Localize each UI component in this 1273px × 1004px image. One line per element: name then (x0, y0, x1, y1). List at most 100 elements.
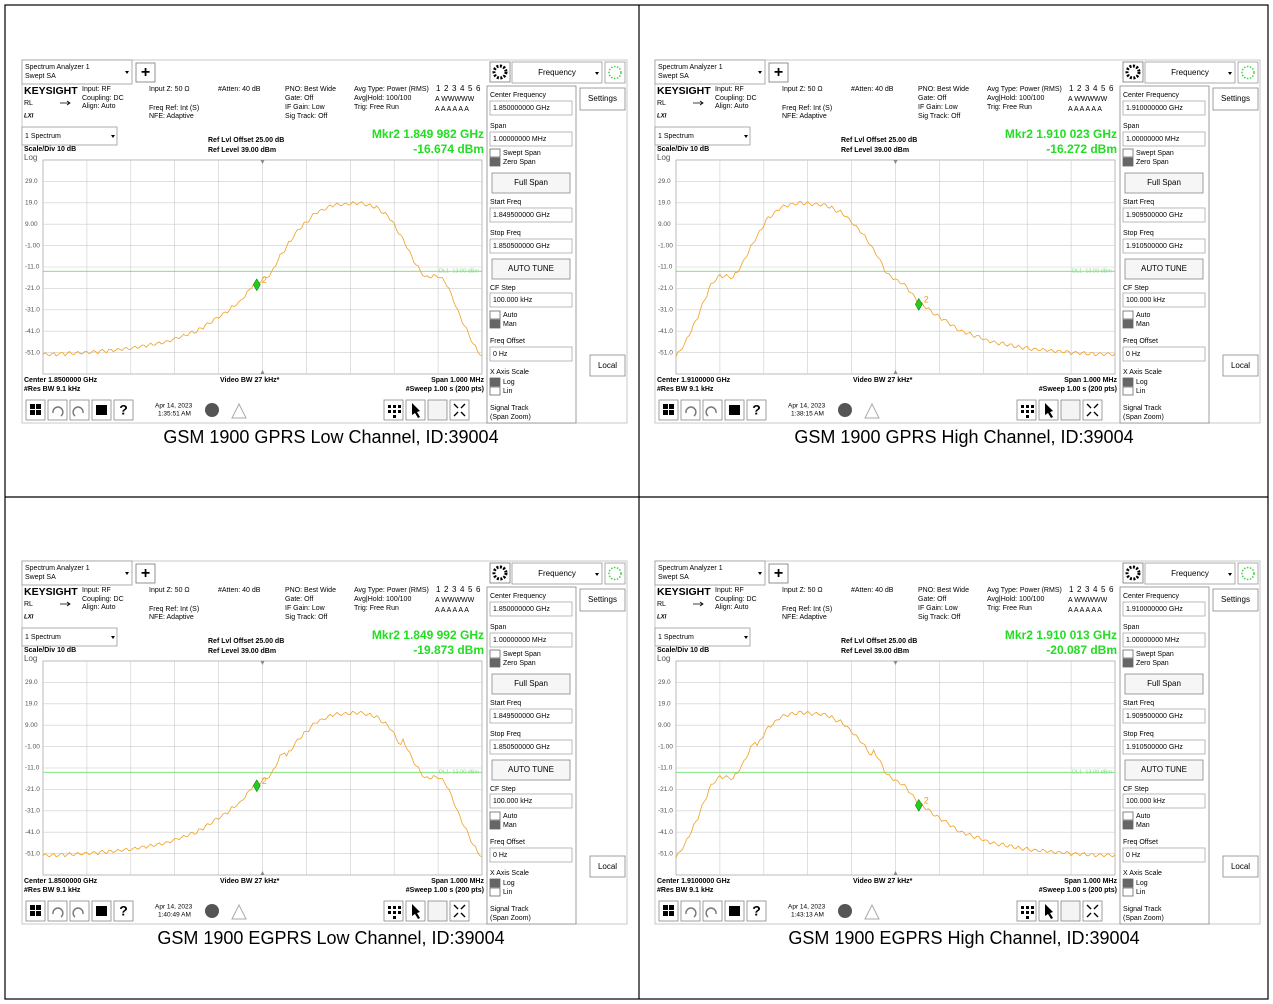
toolbar-button[interactable] (47, 399, 68, 421)
value-box[interactable] (1122, 131, 1206, 147)
toolbar-button[interactable] (25, 399, 46, 421)
value-box[interactable] (1122, 847, 1206, 863)
settings-button[interactable] (579, 87, 626, 111)
softkey-button[interactable] (491, 258, 571, 280)
value-box[interactable] (489, 847, 573, 863)
radio-box[interactable] (489, 649, 501, 659)
toolbar-button[interactable] (658, 900, 679, 922)
radio-box[interactable] (1122, 310, 1134, 320)
value-box[interactable] (1122, 708, 1206, 724)
toolbar-button[interactable] (25, 900, 46, 922)
window-select[interactable] (21, 126, 118, 146)
value-box[interactable] (489, 346, 573, 362)
softkey-button[interactable] (1124, 258, 1204, 280)
settings-button[interactable] (1212, 87, 1259, 111)
toolbar-button[interactable] (449, 900, 470, 922)
toolbar-button[interactable] (1060, 900, 1081, 922)
value-box[interactable] (1122, 238, 1206, 254)
toolbar-button[interactable] (47, 900, 68, 922)
toolbar-button[interactable] (680, 900, 701, 922)
toolbar-button[interactable] (1082, 900, 1103, 922)
app-tab[interactable] (21, 560, 133, 586)
window-select[interactable] (654, 126, 751, 146)
radio-box[interactable] (489, 820, 501, 830)
settings-button[interactable] (1212, 588, 1259, 612)
softkey-button[interactable] (491, 172, 571, 194)
radio-box[interactable] (489, 887, 501, 897)
radio-box[interactable] (1122, 649, 1134, 659)
value-box[interactable] (489, 207, 573, 223)
menu-select[interactable] (511, 61, 603, 84)
value-box[interactable] (489, 238, 573, 254)
radio-box[interactable] (1122, 658, 1134, 668)
app-tab[interactable] (654, 59, 766, 85)
toolbar-button[interactable] (427, 900, 448, 922)
window-select[interactable] (21, 627, 118, 647)
radio-box[interactable] (489, 386, 501, 396)
add-button[interactable] (768, 62, 789, 83)
radio-box[interactable] (1122, 319, 1134, 329)
radio-box[interactable] (1122, 887, 1134, 897)
radio-box[interactable] (489, 319, 501, 329)
value-box[interactable] (489, 793, 573, 809)
radio-box[interactable] (1122, 157, 1134, 167)
radio-box[interactable] (489, 377, 501, 387)
help-button[interactable] (113, 399, 134, 421)
local-button[interactable] (589, 354, 626, 377)
toolbar-button[interactable] (1082, 399, 1103, 421)
softkey-button[interactable] (1124, 172, 1204, 194)
value-box[interactable] (1122, 292, 1206, 308)
menu-select[interactable] (1144, 562, 1236, 585)
softkey-button[interactable] (491, 673, 571, 695)
radio-box[interactable] (489, 878, 501, 888)
softkey-button[interactable] (491, 759, 571, 781)
window-select[interactable] (654, 627, 751, 647)
radio-box[interactable] (489, 148, 501, 158)
radio-box[interactable] (1122, 386, 1134, 396)
toolbar-button[interactable] (449, 399, 470, 421)
softkey-button[interactable] (1124, 673, 1204, 695)
help-button[interactable] (746, 399, 767, 421)
radio-box[interactable] (1122, 811, 1134, 821)
value-box[interactable] (489, 601, 573, 617)
value-box[interactable] (1122, 793, 1206, 809)
value-box[interactable] (1122, 207, 1206, 223)
radio-box[interactable] (489, 310, 501, 320)
add-button[interactable] (135, 563, 156, 584)
menu-select[interactable] (511, 562, 603, 585)
radio-box[interactable] (1122, 820, 1134, 830)
local-button[interactable] (1222, 354, 1259, 377)
toolbar-button[interactable] (658, 399, 679, 421)
value-box[interactable] (1122, 346, 1206, 362)
value-box[interactable] (1122, 632, 1206, 648)
value-box[interactable] (489, 131, 573, 147)
softkey-button[interactable] (1124, 759, 1204, 781)
radio-box[interactable] (1122, 148, 1134, 158)
help-button[interactable] (113, 900, 134, 922)
value-box[interactable] (1122, 739, 1206, 755)
radio-box[interactable] (1122, 377, 1134, 387)
local-button[interactable] (1222, 855, 1259, 878)
radio-box[interactable] (489, 658, 501, 668)
radio-box[interactable] (1122, 878, 1134, 888)
menu-select[interactable] (1144, 61, 1236, 84)
settings-button[interactable] (579, 588, 626, 612)
value-box[interactable] (489, 708, 573, 724)
toolbar-button[interactable] (427, 399, 448, 421)
value-box[interactable] (1122, 601, 1206, 617)
value-box[interactable] (489, 739, 573, 755)
toolbar-button[interactable] (680, 399, 701, 421)
radio-box[interactable] (489, 157, 501, 167)
app-tab[interactable] (21, 59, 133, 85)
value-box[interactable] (489, 632, 573, 648)
radio-box[interactable] (489, 811, 501, 821)
local-button[interactable] (589, 855, 626, 878)
value-box[interactable] (489, 100, 573, 116)
app-tab[interactable] (654, 560, 766, 586)
value-box[interactable] (489, 292, 573, 308)
add-button[interactable] (135, 62, 156, 83)
help-button[interactable] (746, 900, 767, 922)
value-box[interactable] (1122, 100, 1206, 116)
add-button[interactable] (768, 563, 789, 584)
toolbar-button[interactable] (1060, 399, 1081, 421)
